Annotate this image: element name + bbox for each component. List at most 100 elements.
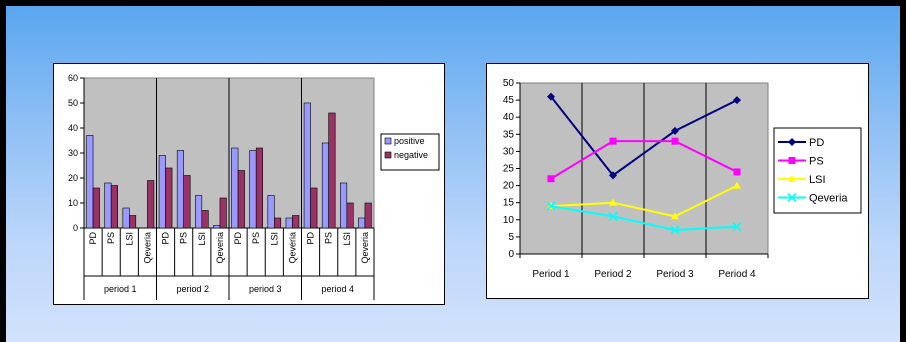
line-point-LSI xyxy=(671,212,679,220)
line-point-PS xyxy=(671,137,679,145)
bar-negative-period-3-PD xyxy=(237,170,245,229)
bar-positive-period-3-PD xyxy=(231,147,239,229)
bar-positive-period-4-LSI xyxy=(340,182,348,229)
bar-negative-period-3-Qeveria xyxy=(292,215,300,229)
line-series-PD xyxy=(550,96,738,177)
bar-legend-swatch-negative xyxy=(384,151,392,159)
bar-category-label: LSI xyxy=(342,232,352,246)
line-point-PS xyxy=(547,175,555,183)
bar-chart: 0 10 20 30 40 50 60 PD PS LSI Qeveria period 1 PD PS L… xyxy=(68,73,440,300)
bar-y-tick-label: 60 xyxy=(68,73,78,83)
bar-group-label: period 3 xyxy=(249,284,282,294)
line-point-Qeveria xyxy=(670,225,680,235)
bar-positive-period-3-PS xyxy=(249,150,257,229)
line-point-PD xyxy=(547,92,555,101)
line-point-PS xyxy=(609,137,617,145)
line-y-tick-label: 25 xyxy=(503,164,515,175)
bar-positive-period-4-PD xyxy=(303,102,311,229)
bar-positive-period-3-Qeveria xyxy=(285,217,293,229)
line-series-Qeveria xyxy=(550,205,738,232)
bar-category-label: PD xyxy=(233,232,243,245)
bar-category-label: Qeveria xyxy=(215,232,225,264)
line-legend-marker-LSI xyxy=(788,175,796,182)
bar-category-label: PD xyxy=(88,232,98,245)
bar-group-label: period 1 xyxy=(104,284,137,294)
line-y-tick-label: 45 xyxy=(503,95,515,106)
bar-y-tick-label: 0 xyxy=(73,223,78,233)
line-x-tick-label: Period 1 xyxy=(532,269,570,280)
line-y-tick-label: 30 xyxy=(503,146,515,157)
bar-category-label: PS xyxy=(179,232,189,244)
bar-positive-period-3-LSI xyxy=(267,195,275,229)
bar-group-label: period 4 xyxy=(321,284,354,294)
bar-category-label: LSI xyxy=(197,232,207,246)
line-y-tick-label: 50 xyxy=(503,78,515,89)
line-point-LSI xyxy=(609,198,617,206)
bar-chart-panel: 0 10 20 30 40 50 60 PD PS LSI Qeveria period 1 PD PS L… xyxy=(53,63,445,305)
bar-positive-period-2-PS xyxy=(176,150,184,229)
bar-category-label: Qeveria xyxy=(360,232,370,264)
line-x-tick-label: Period 3 xyxy=(656,269,694,280)
line-y-tick-label: 0 xyxy=(508,249,514,260)
line-legend: PD PS LSI Qeveria xyxy=(773,127,862,214)
line-legend-marker-PD xyxy=(788,138,796,146)
line-y-tick-label: 5 xyxy=(508,232,514,243)
line-legend-marker-PS xyxy=(788,157,796,164)
line-y-tick-label: 40 xyxy=(503,112,515,123)
bar-legend: positive negative xyxy=(380,133,440,171)
bar-y-tick-label: 40 xyxy=(68,123,78,133)
line-chart-panel: 0 5 10 15 20 25 30 35 40 45 50 Period 1 Period 2 Peri… xyxy=(486,63,869,299)
bar-y-tick-label: 10 xyxy=(68,198,78,208)
bar-legend-label-positive: positive xyxy=(394,136,425,146)
line-y-tick-label: 20 xyxy=(503,181,515,192)
line-point-Qeveria xyxy=(546,201,556,211)
line-point-PS xyxy=(733,168,741,176)
bar-y-tick-label: 20 xyxy=(68,173,78,183)
bar-category-label: LSI xyxy=(124,232,134,246)
bar-category-label: PD xyxy=(161,232,171,245)
line-y-tick-label: 10 xyxy=(503,215,515,226)
bar-negative-period-1-PS xyxy=(110,185,118,229)
bar-legend-swatch-positive xyxy=(384,137,392,145)
bar-negative-period-3-PS xyxy=(255,147,263,229)
line-point-PD xyxy=(609,171,617,180)
line-x-tick-label: Period 2 xyxy=(594,269,632,280)
bar-category-label: PD xyxy=(306,232,316,245)
line-legend-label-Qeveria: Qeveria xyxy=(809,193,848,205)
bar-category-label: PS xyxy=(324,232,334,244)
bar-positive-period-1-PD xyxy=(86,135,94,229)
line-legend-marker-Qeveria xyxy=(787,192,797,203)
bar-positive-period-1-LSI xyxy=(122,207,130,229)
bar-negative-period-4-Qeveria xyxy=(364,202,372,229)
line-series-PS xyxy=(550,140,738,180)
bar-category-label: PS xyxy=(106,232,116,244)
bar-negative-period-2-PD xyxy=(165,167,173,229)
line-x-tick-label: Period 4 xyxy=(718,269,756,280)
bar-negative-period-4-LSI xyxy=(346,202,354,229)
line-legend-label-LSI: LSI xyxy=(809,174,826,186)
line-y-tick-label: 35 xyxy=(503,129,515,140)
bar-positive-period-2-LSI xyxy=(195,195,203,229)
line-point-LSI xyxy=(733,181,741,189)
line-chart: 0 5 10 15 20 25 30 35 40 45 50 Period 1 Period 2 Peri… xyxy=(503,78,862,280)
bar-legend-label-negative: negative xyxy=(394,150,428,160)
bar-negative-period-2-LSI xyxy=(201,210,209,229)
line-legend-label-PD: PD xyxy=(809,137,824,149)
bar-positive-period-2-Qeveria xyxy=(213,225,221,229)
line-point-PD xyxy=(733,96,741,105)
bar-negative-period-2-Qeveria xyxy=(219,197,227,229)
bar-negative-period-2-PS xyxy=(183,175,191,229)
bar-category-label: Qeveria xyxy=(287,232,297,264)
line-point-Qeveria xyxy=(608,211,618,221)
bar-negative-period-1-PD xyxy=(92,187,100,229)
bar-category-label: PS xyxy=(251,232,261,244)
line-series-LSI xyxy=(550,184,738,218)
line-point-Qeveria xyxy=(732,222,742,232)
bar-y-tick-label: 50 xyxy=(68,98,78,108)
bar-group-label: period 2 xyxy=(176,284,209,294)
bar-positive-period-4-PS xyxy=(321,142,329,229)
line-point-PD xyxy=(671,126,679,135)
bar-negative-period-1-Qeveria xyxy=(147,180,155,229)
bar-category-label: Qeveria xyxy=(142,232,152,264)
